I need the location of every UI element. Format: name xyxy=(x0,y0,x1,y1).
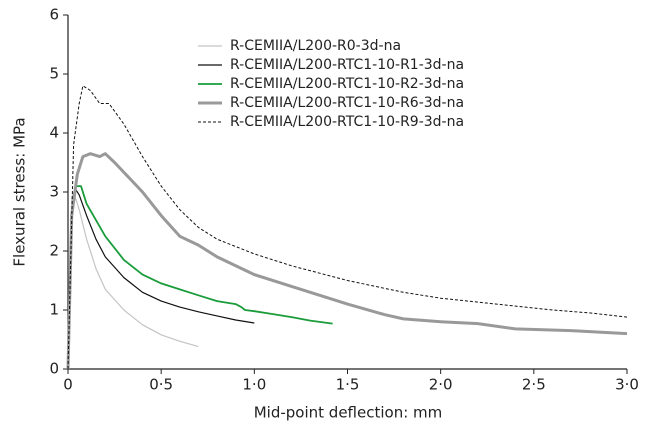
legend-label: R-CEMIIA/L200-RTC1-10-R1-3d-na xyxy=(230,57,464,73)
x-tick-label: 2·5 xyxy=(522,376,546,394)
x-tick-label: 0 xyxy=(63,376,73,394)
y-axis-label: Flexural stress: MPa xyxy=(11,117,29,266)
y-tick-label: 0 xyxy=(49,360,59,378)
x-tick-label: 1·5 xyxy=(336,376,360,394)
legend-label: R-CEMIIA/L200-RTC1-10-R2-3d-na xyxy=(230,76,464,92)
x-tick-label: 3·0 xyxy=(615,376,639,394)
series-line xyxy=(67,188,255,370)
y-tick-label: 6 xyxy=(49,6,59,24)
legend-label: R-CEMIIA/L200-RTC1-10-R6-3d-na xyxy=(230,95,464,111)
x-axis-label: Mid-point deflection: mm xyxy=(254,404,443,422)
legend-label: R-CEMIIA/L200-R0-3d-na xyxy=(230,38,401,54)
y-tick-label: 4 xyxy=(49,124,59,142)
x-tick-label: 0·5 xyxy=(149,376,173,394)
legend: R-CEMIIA/L200-R0-3d-na R-CEMIIA/L200-RTC1… xyxy=(198,38,464,130)
series-line xyxy=(67,185,333,370)
y-tick-label: 5 xyxy=(49,65,59,83)
series-line xyxy=(66,152,628,370)
y-tick-label: 1 xyxy=(49,301,59,319)
legend-label: R-CEMIIA/L200-RTC1-10-R9-3d-na xyxy=(230,114,464,130)
y-tick-label: 2 xyxy=(49,242,59,260)
x-tick-label: 1·0 xyxy=(242,376,266,394)
y-tick-label: 3 xyxy=(49,183,59,201)
x-tick-label: 2·0 xyxy=(429,376,453,394)
